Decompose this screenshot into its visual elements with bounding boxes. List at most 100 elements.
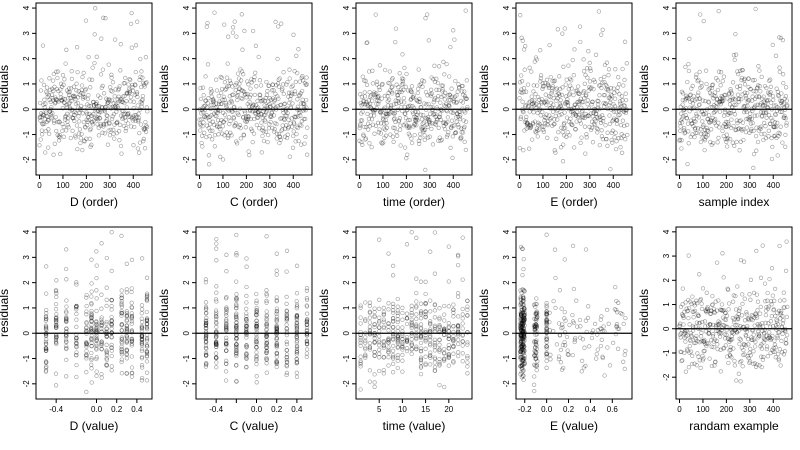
data-point: [201, 93, 206, 98]
data-point: [244, 352, 249, 357]
data-point: [449, 118, 455, 123]
data-point: [93, 6, 98, 11]
data-point: [437, 342, 442, 347]
data-point: [244, 306, 249, 311]
x-tick-label: 100: [56, 181, 70, 190]
data-point: [220, 97, 225, 102]
data-point: [520, 358, 525, 363]
data-point: [228, 81, 233, 86]
data-point: [518, 288, 523, 293]
data-point: [521, 313, 526, 318]
data-point: [43, 323, 49, 328]
data-point: [70, 115, 75, 120]
data-point: [52, 141, 57, 146]
data-point: [726, 92, 731, 97]
data-point: [577, 317, 583, 323]
data-point: [391, 139, 396, 144]
data-point: [548, 94, 553, 100]
data-point: [404, 123, 409, 128]
data-point: [423, 301, 428, 306]
data-point: [442, 303, 447, 309]
data-point: [70, 128, 75, 133]
data-point: [271, 103, 276, 108]
data-point: [276, 96, 281, 101]
data-point: [204, 315, 209, 320]
data-point: [106, 62, 111, 67]
data-point: [94, 335, 99, 340]
data-point: [601, 104, 607, 109]
data-point: [367, 141, 372, 146]
data-point: [94, 369, 99, 374]
data-point: [616, 82, 622, 87]
data-point: [374, 91, 379, 96]
data-point: [781, 101, 786, 106]
data-point: [455, 291, 461, 296]
data-point: [576, 112, 582, 118]
data-point: [775, 321, 781, 327]
data-point: [234, 342, 239, 347]
data-point: [284, 316, 290, 321]
data-point: [254, 324, 259, 329]
data-point: [582, 81, 587, 86]
data-point: [93, 101, 99, 106]
data-point: [590, 99, 595, 104]
data-point: [254, 318, 259, 323]
data-point: [57, 120, 62, 125]
data-point: [257, 126, 262, 131]
data-point: [561, 142, 566, 147]
data-point: [213, 101, 219, 106]
y-tick-label: 4: [182, 5, 191, 10]
data-point: [270, 125, 275, 131]
data-point: [604, 87, 609, 92]
data-point: [720, 308, 725, 313]
data-point: [284, 342, 290, 347]
data-point: [559, 112, 564, 117]
data-point: [754, 248, 759, 254]
data-point: [686, 61, 691, 67]
data-point: [727, 102, 733, 107]
data-point: [707, 322, 713, 327]
data-point: [418, 309, 424, 314]
data-point: [257, 92, 262, 97]
data-point: [691, 340, 697, 346]
y-tick-label: -2: [182, 380, 191, 388]
data-point: [119, 288, 124, 293]
data-point: [294, 291, 300, 296]
data-point: [239, 12, 244, 17]
data-point: [209, 113, 214, 118]
data-point: [43, 369, 49, 374]
data-point: [533, 327, 538, 332]
data-point: [749, 98, 755, 103]
data-point: [216, 132, 221, 137]
data-point: [395, 296, 400, 302]
data-point: [109, 345, 114, 350]
data-point: [386, 338, 391, 343]
data-point: [390, 318, 396, 324]
data-point: [623, 110, 629, 116]
data-point: [55, 132, 60, 137]
data-point: [445, 132, 450, 138]
data-point: [129, 313, 135, 319]
data-point: [562, 339, 567, 345]
data-point: [729, 330, 735, 335]
data-point: [623, 97, 629, 103]
data-point: [578, 335, 583, 340]
data-point: [759, 74, 764, 80]
data-point: [294, 304, 300, 309]
data-point: [399, 76, 405, 81]
data-point: [381, 319, 386, 324]
data-point: [289, 124, 295, 129]
data-point: [274, 337, 279, 342]
data-point: [757, 84, 762, 89]
data-point: [770, 93, 776, 99]
data-point: [130, 88, 136, 93]
data-point: [463, 96, 468, 101]
data-point: [436, 87, 442, 93]
data-point: [104, 319, 109, 325]
data-point: [419, 127, 424, 132]
data-point: [594, 115, 600, 120]
data-point: [520, 287, 525, 292]
data-point: [266, 83, 271, 88]
data-point: [446, 279, 451, 284]
